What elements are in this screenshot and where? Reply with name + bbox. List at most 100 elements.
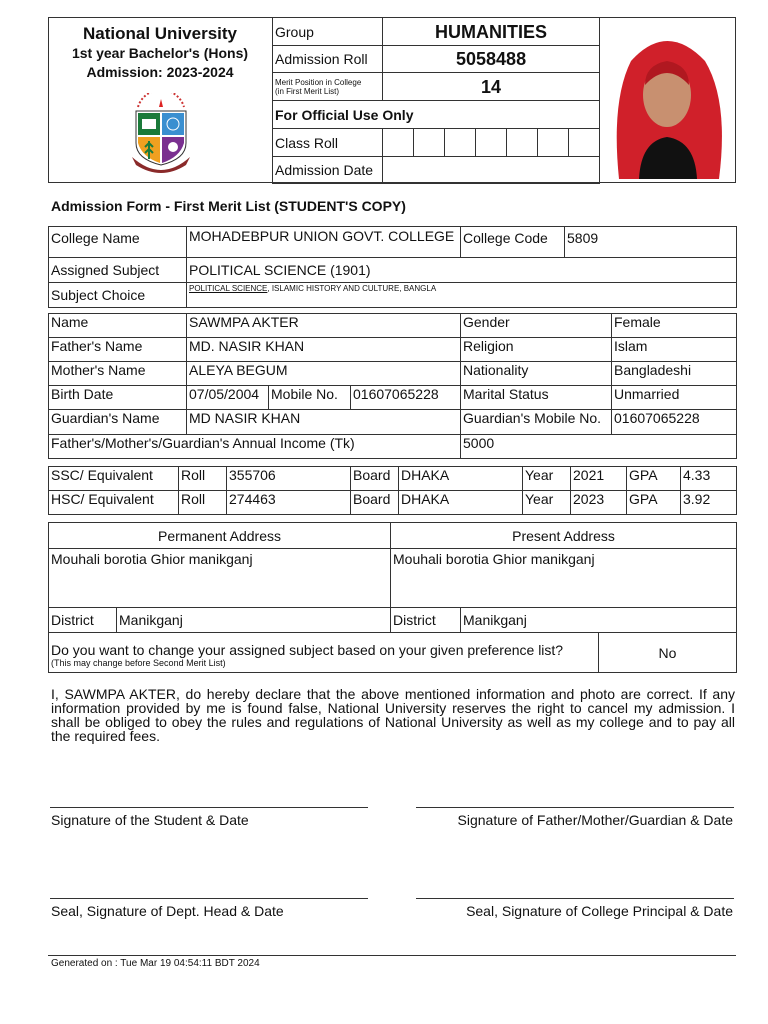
admission-roll-label: Admission Roll	[272, 45, 383, 73]
guardian-signature-line[interactable]	[416, 807, 734, 808]
class-roll-box[interactable]	[506, 128, 538, 157]
board-value: DHAKA	[398, 490, 523, 515]
religion-value: Islam	[611, 337, 737, 362]
exam-table: SSC/ Equivalent Roll 355706 Board DHAKA Year 2…	[48, 466, 737, 515]
admission-date-label: Admission Date	[272, 156, 383, 184]
form-title: Admission Form - First Merit List (STUDE…	[51, 198, 406, 214]
year-label: Year	[522, 490, 571, 515]
subject-choice-label: Subject Choice	[48, 282, 187, 308]
guardian-signature-label: Signature of Father/Mother/Guardian & Da…	[457, 812, 733, 828]
nationality-value: Bangladeshi	[611, 361, 737, 386]
merit-label-line2: (in First Merit List)	[275, 86, 339, 96]
question-text: Do you want to change your assigned subj…	[51, 642, 564, 658]
college-name-label: College Name	[48, 226, 187, 258]
mother-value: ALEYA BEGUM	[186, 361, 461, 386]
college-table: College Name MOHADEBPUR UNION GOVT. COLLE…	[48, 226, 737, 308]
permanent-district-value: Manikganj	[116, 607, 391, 633]
mobile-label: Mobile No.	[268, 385, 351, 410]
assigned-subject-value: POLITICAL SCIENCE (1901)	[186, 257, 737, 283]
present-district-label: District	[390, 607, 461, 633]
dept-head-signature-label: Seal, Signature of Dept. Head & Date	[51, 903, 284, 919]
college-name-value: MOHADEBPUR UNION GOVT. COLLEGE	[186, 226, 461, 258]
birth-value: 07/05/2004	[186, 385, 269, 410]
nationality-label: Nationality	[460, 361, 612, 386]
name-value: SAWMPA AKTER	[186, 313, 461, 338]
permanent-district-label: District	[48, 607, 117, 633]
other-choices: , ISLAMIC HISTORY AND CULTURE, BANGLA	[267, 284, 437, 293]
guardian-mobile-value: 01607065228	[611, 409, 737, 435]
class-roll-box[interactable]	[475, 128, 507, 157]
group-label: Group	[272, 17, 383, 46]
year-label: Year	[522, 466, 571, 491]
student-signature-label: Signature of the Student & Date	[51, 812, 249, 828]
session: Admission: 2023-2024	[86, 64, 234, 80]
merit-label: Merit Position in College (in First Merit…	[272, 72, 383, 101]
roll-value: 274463	[226, 490, 351, 515]
name-label: Name	[48, 313, 187, 338]
student-photo	[601, 21, 734, 179]
income-label: Father's/Mother's/Guardian's Annual Inco…	[48, 434, 461, 459]
board-value: DHAKA	[398, 466, 523, 491]
subject-change-question: Do you want to change your assigned subj…	[48, 632, 599, 673]
permanent-address-value: Mouhali borotia Ghior manikganj	[48, 548, 391, 608]
principal-signature-label: Seal, Signature of College Principal & D…	[466, 903, 733, 919]
admission-roll-value: 5058488	[381, 45, 601, 73]
gpa-value: 4.33	[680, 466, 737, 491]
father-value: MD. NASIR KHAN	[186, 337, 461, 362]
present-address-value: Mouhali borotia Ghior manikganj	[389, 548, 738, 608]
class-roll-box[interactable]	[444, 128, 476, 157]
generated-timestamp: Generated on : Tue Mar 19 04:54:11 BDT 2…	[51, 958, 260, 969]
college-code-value: 5809	[564, 226, 737, 258]
merit-label-line1: Merit Position in College	[275, 77, 362, 87]
gpa-label: GPA	[626, 490, 681, 515]
exam-row-hsc: HSC/ Equivalent Roll 274463 Board DHAKA Year 2…	[48, 490, 737, 515]
admission-date-field[interactable]	[381, 156, 601, 184]
birth-label: Birth Date	[48, 385, 187, 410]
principal-signature-line[interactable]	[416, 898, 734, 899]
merit-value: 14	[381, 72, 601, 101]
gpa-label: GPA	[626, 466, 681, 491]
footer-divider	[48, 955, 736, 956]
class-roll-box[interactable]	[382, 128, 414, 157]
father-label: Father's Name	[48, 337, 187, 362]
exam-row-ssc: SSC/ Equivalent Roll 355706 Board DHAKA Year 2…	[48, 466, 737, 491]
first-choice: POLITICAL SCIENCE	[189, 284, 268, 293]
subject-choice-value: POLITICAL SCIENCE, ISLAMIC HISTORY AND C…	[186, 282, 737, 308]
roll-value: 355706	[226, 466, 351, 491]
roll-label: Roll	[178, 466, 227, 491]
header-info-table: Group HUMANITIES Admission Roll 5058488 Me…	[271, 17, 601, 184]
group-value: HUMANITIES	[381, 17, 601, 46]
income-value: 5000	[460, 434, 737, 459]
mobile-value: 01607065228	[350, 385, 461, 410]
dept-head-signature-line[interactable]	[50, 898, 368, 899]
program-name: 1st year Bachelor's (Hons)	[71, 45, 249, 61]
university-logo	[132, 93, 190, 173]
year-value: 2021	[570, 466, 627, 491]
guardian-mobile-label: Guardian's Mobile No.	[460, 409, 612, 435]
exam-name: SSC/ Equivalent	[48, 466, 179, 491]
personal-table: Name SAWMPA AKTER Gender Female Father's Na…	[48, 313, 737, 459]
year-value: 2023	[570, 490, 627, 515]
gender-label: Gender	[460, 313, 612, 338]
present-address-header: Present Address	[389, 522, 738, 549]
official-use-label: For Official Use Only	[271, 100, 601, 129]
address-table: Permanent Address Present Address Mouhali…	[48, 522, 738, 673]
class-roll-box[interactable]	[537, 128, 569, 157]
guardian-label: Guardian's Name	[48, 409, 187, 435]
guardian-value: MD NASIR KHAN	[186, 409, 461, 435]
board-label: Board	[350, 466, 399, 491]
present-district-value: Manikganj	[459, 607, 738, 633]
exam-name: HSC/ Equivalent	[48, 490, 179, 515]
declaration: I, SAWMPA AKTER, do hereby declare that …	[51, 686, 735, 744]
roll-label: Roll	[178, 490, 227, 515]
class-roll-box[interactable]	[567, 128, 601, 157]
student-signature-line[interactable]	[50, 807, 368, 808]
subject-change-answer: No	[597, 632, 738, 673]
college-code-label: College Code	[460, 226, 565, 258]
mother-label: Mother's Name	[48, 361, 187, 386]
question-note: (This may change before Second Merit Lis…	[51, 658, 226, 668]
religion-label: Religion	[460, 337, 612, 362]
assigned-subject-label: Assigned Subject	[48, 257, 187, 283]
class-roll-box[interactable]	[413, 128, 445, 157]
marital-label: Marital Status	[460, 385, 612, 410]
